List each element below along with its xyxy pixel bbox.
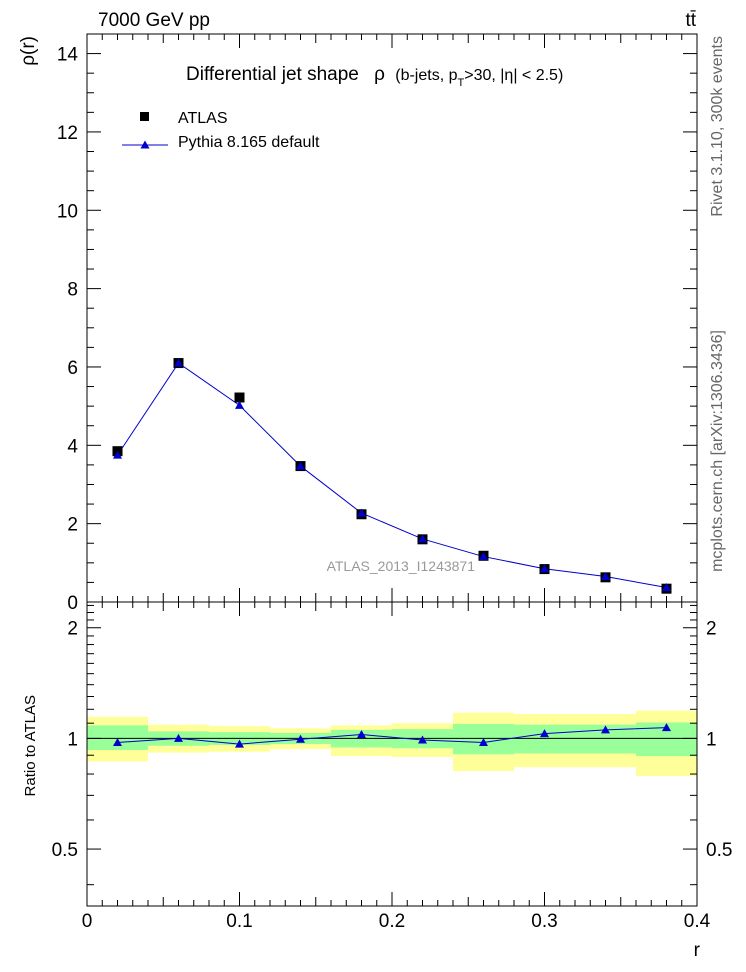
mc-point	[540, 564, 549, 573]
legend-mc-label: Pythia 8.165 default	[178, 134, 320, 151]
mc-line-top	[117, 362, 667, 588]
title-main: Differential jet shape	[186, 64, 359, 85]
mc-ratio-point	[357, 729, 366, 738]
ratio-bands	[87, 710, 697, 777]
y-axis-label-top: ρ(r)	[18, 36, 39, 66]
x-tick-label: 0	[82, 911, 93, 932]
mc-ratio-point	[662, 723, 671, 732]
legend-mc-marker	[140, 140, 150, 149]
mc-point	[479, 552, 488, 561]
data-points	[112, 358, 672, 748]
legend-data-label: ATLAS	[178, 110, 228, 127]
mc-ratio-point	[540, 729, 549, 738]
chart-title: Differential jet shape ρ (b-jets, pT>30,…	[186, 64, 563, 89]
mc-point	[601, 572, 610, 581]
y-tick-label: 0	[67, 593, 78, 614]
title-cuts-a: (b-jets, p	[395, 67, 457, 84]
mc-ratio-point	[113, 737, 122, 746]
x-tick-label: 0.4	[684, 911, 711, 932]
mc-point	[357, 508, 366, 517]
mc-point	[113, 450, 122, 459]
y-tick-label: 8	[67, 280, 78, 301]
ratio-tick-label-right: 1	[706, 729, 717, 750]
y-axis-label-bottom: Ratio to ATLAS	[22, 695, 39, 796]
x-tick-label: 0.1	[226, 911, 252, 932]
legend-data-marker	[140, 112, 149, 121]
title-cuts-b: >30, |η| < 2.5)	[464, 67, 563, 84]
mc-ratio-point	[418, 735, 427, 744]
ratio-tick-label-right: 0.5	[706, 840, 732, 861]
axis-ticks	[86, 33, 698, 906]
ratio-band-inner	[87, 725, 148, 750]
mc-ratio-point	[601, 725, 610, 734]
title-cuts-sub: T	[458, 77, 465, 89]
ratio-tick-label-right: 2	[706, 619, 717, 640]
title-rho: ρ	[374, 64, 385, 85]
series-lines	[117, 362, 667, 745]
analysis-watermark: ATLAS_2013_I1243871	[327, 558, 476, 574]
ratio-tick-label-left: 0.5	[52, 840, 78, 861]
mc-ratio-point	[174, 733, 183, 742]
mc-point	[418, 534, 427, 543]
energy-label: 7000 GeV pp	[98, 10, 210, 31]
x-tick-label: 0.3	[531, 911, 557, 932]
y-tick-label: 14	[57, 45, 79, 66]
mcplots-label: mcplots.cern.ch [arXiv:1306.3436]	[709, 330, 726, 572]
ratio-tick-label-left: 2	[67, 619, 78, 640]
mc-point	[235, 400, 244, 409]
y-tick-label: 2	[67, 515, 78, 536]
mc-ratio-point	[479, 737, 488, 746]
mc-ratio-point	[235, 739, 244, 748]
y-tick-label: 6	[67, 358, 78, 379]
y-tick-label: 12	[57, 123, 78, 144]
bottom-panel-frame	[86, 601, 698, 907]
mc-point	[174, 358, 183, 367]
ratio-tick-label-left: 1	[67, 729, 78, 750]
process-label: tt̄	[685, 10, 696, 31]
mc-ratio-point	[296, 734, 305, 743]
ratio-band-inner	[514, 724, 575, 754]
rivet-label: Rivet 3.1.10, 300k events	[709, 36, 726, 217]
x-axis-label: r	[694, 940, 701, 961]
y-tick-label: 10	[57, 201, 78, 222]
mc-point	[296, 461, 305, 470]
mc-point	[662, 583, 671, 592]
y-tick-label: 4	[67, 436, 78, 457]
x-tick-label: 0.2	[379, 911, 405, 932]
mc-line-ratio	[117, 727, 667, 745]
atlas-point	[234, 392, 245, 403]
